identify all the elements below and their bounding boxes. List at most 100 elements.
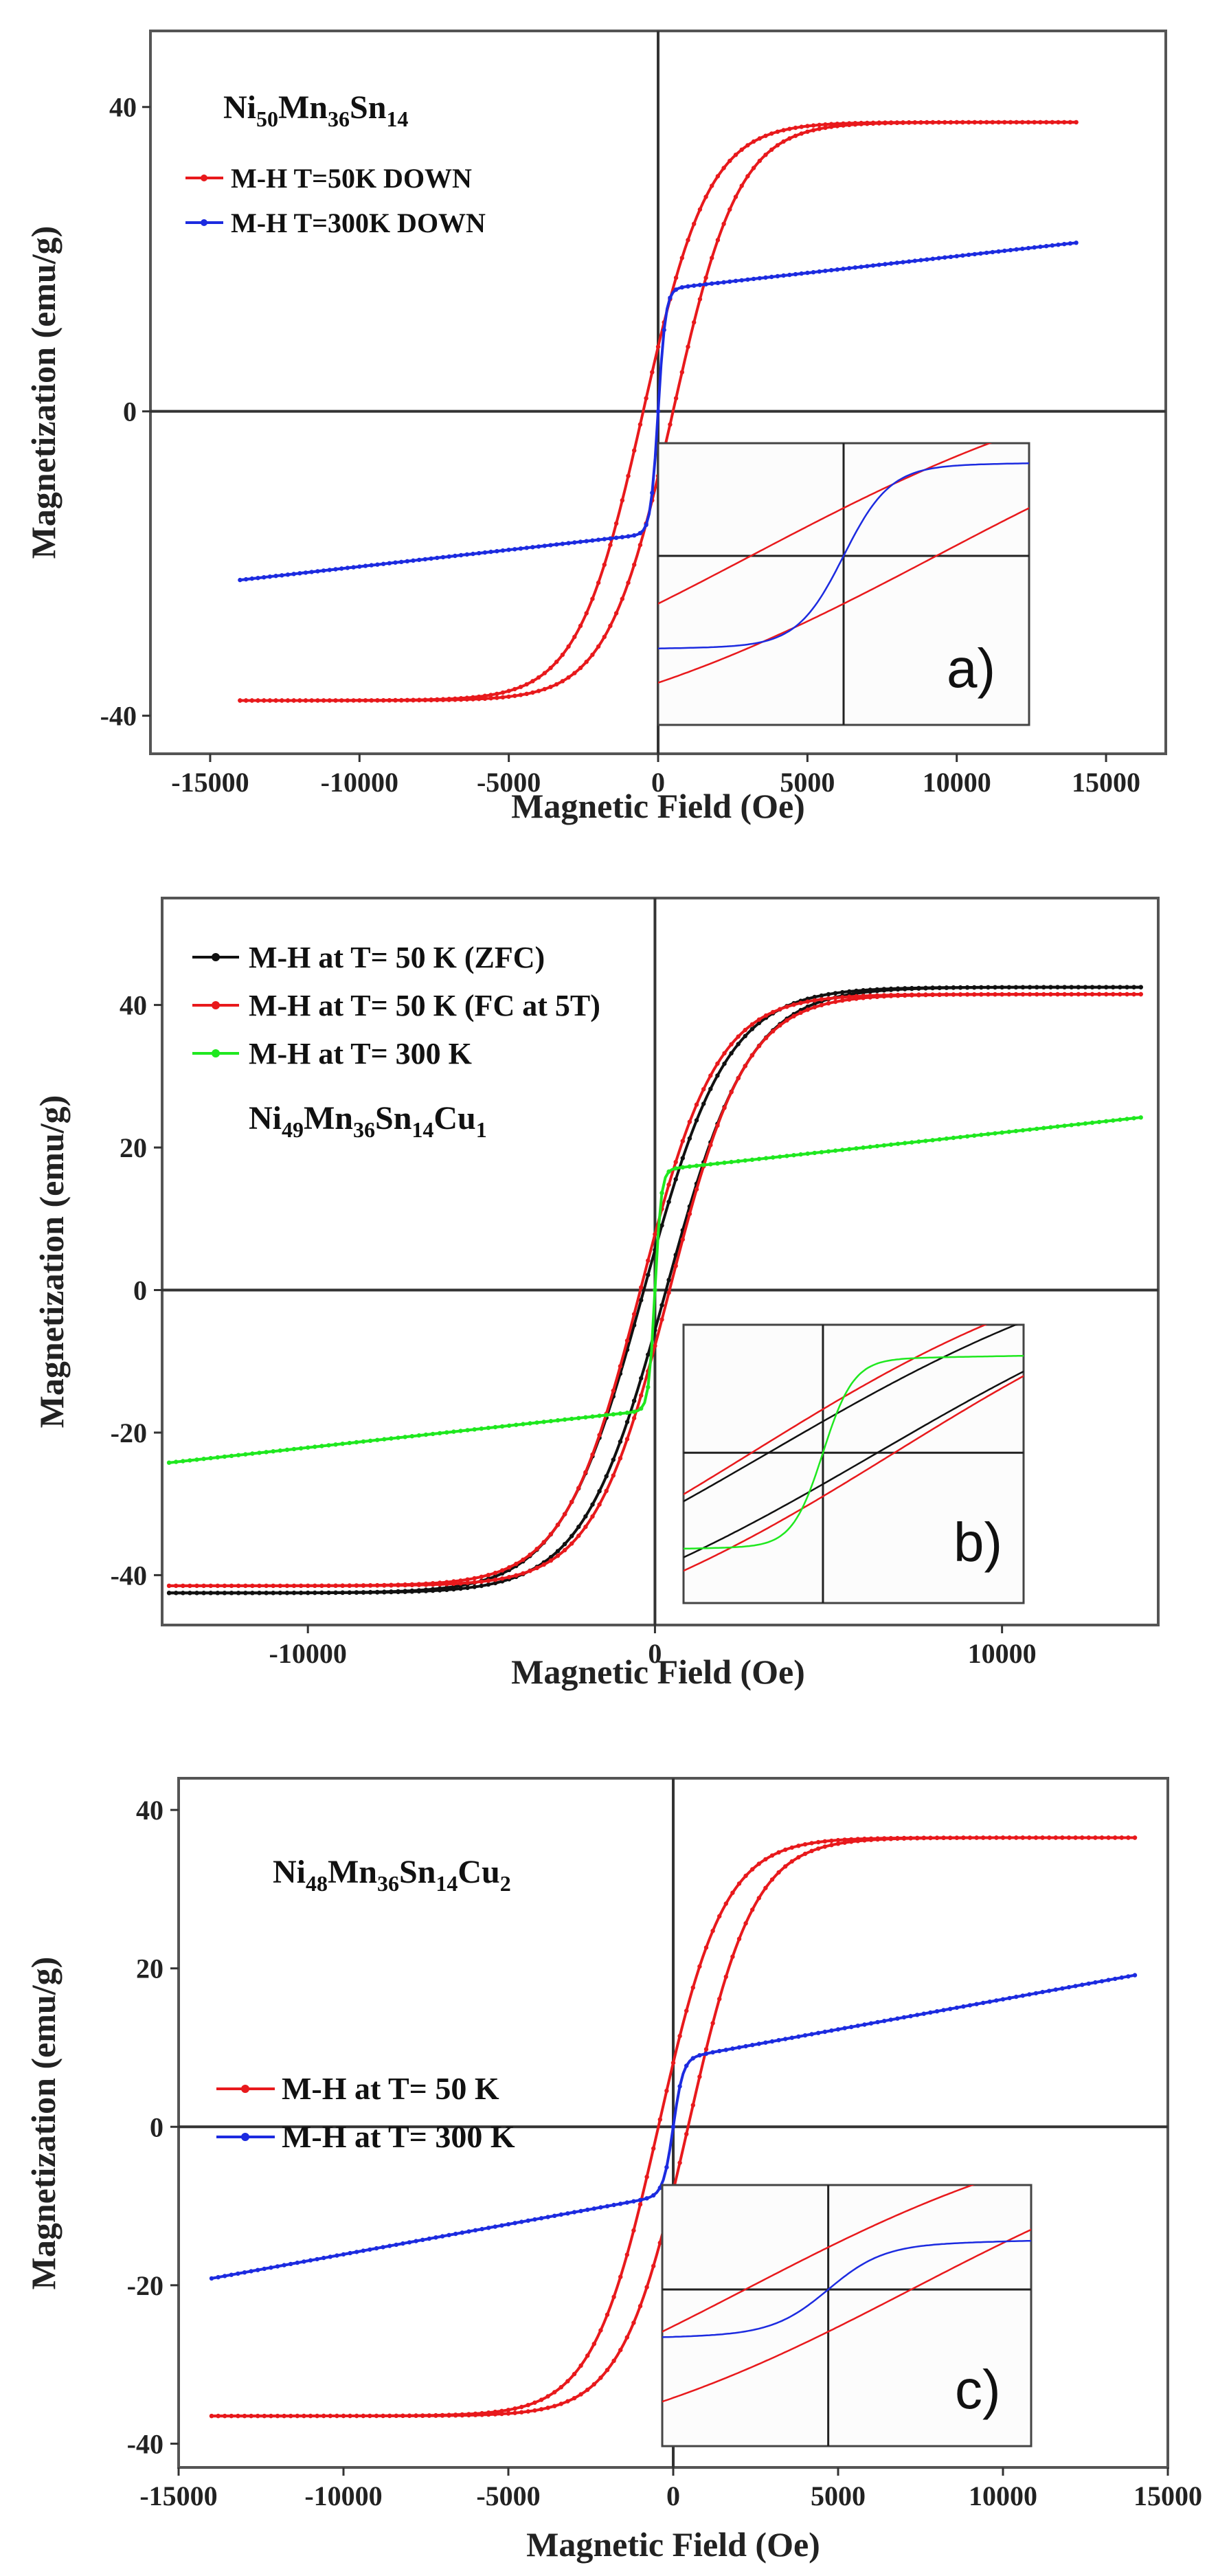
data-point <box>687 1136 692 1141</box>
data-point <box>1086 1835 1092 1840</box>
data-point <box>519 2410 524 2415</box>
data-point <box>819 993 824 998</box>
data-point <box>721 166 726 170</box>
data-point <box>566 541 571 546</box>
data-point <box>333 567 338 572</box>
data-point <box>554 660 559 664</box>
data-point <box>597 1502 602 1507</box>
data-point <box>545 2406 550 2410</box>
data-point <box>417 697 422 703</box>
data-point <box>717 1914 722 1918</box>
data-point <box>435 697 440 702</box>
data-point <box>328 2254 332 2259</box>
data-point <box>590 652 595 658</box>
data-point <box>626 534 631 539</box>
data-point <box>506 694 511 699</box>
data-point <box>994 1998 999 2003</box>
data-point <box>826 1149 831 1154</box>
data-point <box>440 555 446 560</box>
data-point <box>460 2230 464 2235</box>
data-point <box>729 1090 734 1095</box>
data-point <box>542 671 547 675</box>
data-point <box>327 698 332 703</box>
data-point <box>781 128 786 133</box>
data-point <box>565 2211 570 2216</box>
data-point <box>464 697 469 702</box>
data-point <box>1006 985 1012 990</box>
data-point <box>275 2413 280 2419</box>
data-point <box>965 985 970 990</box>
data-point <box>280 573 284 578</box>
data-point <box>514 1561 519 1567</box>
data-point <box>618 2274 623 2279</box>
data-point <box>262 698 267 703</box>
data-point <box>174 1583 179 1589</box>
data-point <box>396 1589 401 1595</box>
legend-label-fc: M-H at T= 50 K (FC at 5T) <box>249 989 600 1022</box>
data-point <box>1132 1835 1138 1840</box>
data-point <box>673 1159 678 1165</box>
data-point <box>912 120 918 125</box>
data-point <box>805 270 810 276</box>
data-point <box>631 1312 637 1317</box>
data-point <box>951 992 956 997</box>
data-point <box>651 2146 656 2151</box>
data-point <box>653 1288 657 1292</box>
data-point <box>1125 992 1129 997</box>
data-point <box>743 1033 748 1039</box>
data-point <box>361 2248 365 2253</box>
data-point <box>433 2413 438 2418</box>
data-point <box>781 139 786 144</box>
data-point <box>679 256 684 260</box>
data-point <box>948 120 954 125</box>
data-point <box>512 2221 517 2226</box>
data-point <box>602 537 607 541</box>
data-point <box>354 1590 359 1595</box>
data-point <box>282 2413 286 2419</box>
data-point <box>566 644 571 649</box>
data-point <box>466 2412 471 2418</box>
inset-series-line <box>662 2239 1031 2338</box>
data-point <box>1096 1119 1102 1125</box>
data-point <box>687 1164 692 1169</box>
data-point <box>541 1562 546 1567</box>
data-point <box>229 1583 234 1589</box>
x-tick-label: 10000 <box>923 767 991 798</box>
data-point <box>548 1558 554 1563</box>
data-point <box>961 1835 966 1840</box>
data-point <box>236 2413 240 2419</box>
data-point <box>530 690 535 695</box>
data-point <box>936 256 941 260</box>
data-point <box>1032 245 1037 250</box>
data-point <box>236 1591 241 1595</box>
data-point <box>798 1010 803 1016</box>
data-point <box>1002 248 1007 254</box>
data-point <box>256 576 260 581</box>
data-point <box>430 1588 436 1593</box>
data-point <box>1038 120 1043 125</box>
data-point <box>181 1591 185 1595</box>
data-point <box>659 1191 664 1196</box>
data-point <box>335 2253 339 2258</box>
data-point <box>771 1029 776 1034</box>
data-point <box>465 1428 470 1433</box>
data-point <box>289 2261 293 2267</box>
data-point <box>684 2063 689 2068</box>
data-point <box>611 1412 616 1417</box>
data-point <box>1132 1973 1138 1978</box>
data-point <box>638 2304 643 2309</box>
data-point <box>393 698 398 703</box>
data-point <box>486 1582 491 1587</box>
data-point <box>291 1583 297 1589</box>
data-point <box>458 1429 463 1433</box>
inset-series-line <box>662 2228 1031 2403</box>
data-point <box>888 1837 894 1841</box>
data-point <box>966 120 971 125</box>
data-point <box>1014 120 1019 125</box>
data-point <box>278 1583 282 1589</box>
data-point <box>925 257 929 262</box>
data-point <box>776 1870 781 1875</box>
data-point <box>687 1119 692 1124</box>
data-point <box>472 1576 477 1581</box>
data-point <box>965 1134 970 1139</box>
